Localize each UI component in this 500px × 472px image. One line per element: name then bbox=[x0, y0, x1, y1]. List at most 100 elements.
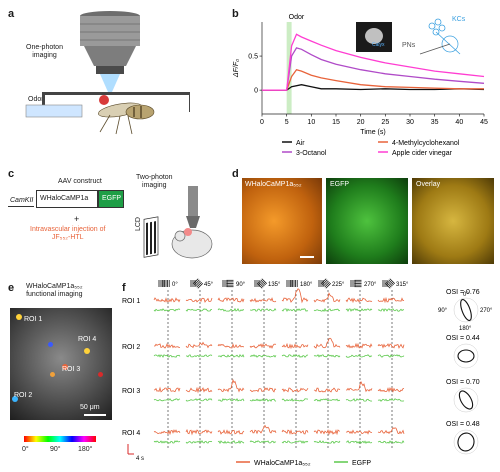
direction-gray-block bbox=[318, 280, 324, 287]
egfp-trace bbox=[377, 354, 405, 358]
egfp-trace bbox=[249, 398, 277, 402]
panel-e-roi-marker-extra-orange bbox=[50, 372, 55, 377]
direction-grating-icon bbox=[192, 278, 204, 289]
polar-label-bottom: 180° bbox=[459, 326, 472, 332]
egfp-trace bbox=[281, 308, 309, 313]
y-tick-label: 0 bbox=[254, 88, 258, 95]
halo-trace bbox=[153, 297, 181, 303]
legend-egfp-label: EGFP bbox=[352, 460, 371, 467]
egfp-trace bbox=[217, 397, 245, 402]
halo-trace bbox=[313, 387, 341, 393]
direction-label: 135° bbox=[268, 282, 281, 288]
halo-trace bbox=[153, 429, 181, 436]
halo-trace bbox=[346, 380, 373, 393]
x-tick-label: 15 bbox=[332, 119, 340, 126]
panel-e-roi-label-3: ROI 3 bbox=[62, 366, 81, 373]
grating-line bbox=[194, 279, 200, 286]
panel-e-angle-180: 180° bbox=[78, 446, 93, 453]
polar-label-top: 0° bbox=[463, 292, 469, 298]
polar-label-right: 270° bbox=[480, 308, 493, 314]
panel-e-roi-marker-1 bbox=[16, 314, 22, 320]
egfp-trace bbox=[345, 398, 373, 402]
grating-line bbox=[386, 281, 392, 288]
panel-c-plus: + bbox=[74, 214, 80, 224]
odor-window-label: Odor bbox=[289, 14, 305, 21]
panel-c-mouse-illustration bbox=[143, 186, 213, 259]
egfp-trace bbox=[377, 308, 405, 313]
legend-label-2: 3-Octanol bbox=[296, 150, 327, 157]
polar-tuning-curve bbox=[460, 299, 472, 321]
egfp-trace bbox=[153, 398, 181, 402]
grating-line bbox=[192, 278, 199, 284]
panel-e-roi-marker-3 bbox=[62, 364, 68, 370]
grating-line bbox=[322, 279, 328, 286]
egfp-trace bbox=[345, 354, 373, 358]
panel-c-gene-label: WHaloCaMP1a bbox=[40, 195, 89, 202]
grating-line bbox=[197, 283, 204, 289]
direction-label: 225° bbox=[332, 282, 345, 288]
halo-trace bbox=[281, 342, 309, 350]
polar-label-left: 90° bbox=[438, 308, 448, 314]
halo-trace bbox=[185, 297, 213, 303]
direction-grating-icon bbox=[354, 279, 362, 288]
halo-trace bbox=[313, 429, 341, 436]
halo-trace bbox=[185, 386, 213, 394]
panel-b-calyx-inset: Calyx bbox=[356, 22, 392, 52]
grating-line bbox=[387, 280, 393, 287]
panel-e-roi-marker-extra-blue bbox=[48, 342, 53, 347]
halo-trace bbox=[249, 343, 277, 349]
halo-trace bbox=[249, 387, 277, 393]
direction-grating-icon bbox=[384, 278, 396, 289]
grating-line bbox=[261, 278, 268, 284]
grating-line bbox=[260, 279, 266, 286]
direction-label: 45° bbox=[204, 282, 214, 288]
osi-label: OSI = 0.76 bbox=[446, 289, 480, 296]
direction-gray-block bbox=[382, 280, 388, 287]
panel-b-inset-label: Calyx bbox=[372, 42, 385, 48]
direction-gray-block bbox=[158, 280, 164, 287]
grating-line bbox=[256, 283, 263, 289]
panel-label-b: b bbox=[232, 8, 239, 20]
panel-e-roi-label-1: ROI 1 bbox=[24, 316, 43, 323]
egfp-trace bbox=[153, 440, 181, 444]
egfp-trace bbox=[249, 440, 277, 444]
panel-d-title-egfp: EGFP bbox=[330, 181, 350, 188]
panel-e-fov-image bbox=[10, 308, 112, 420]
grating-line bbox=[325, 283, 332, 289]
panel-b-pns-label: PNs bbox=[402, 42, 416, 49]
panel-e-angle-90: 90° bbox=[50, 446, 61, 453]
egfp-trace bbox=[153, 308, 181, 312]
halo-trace bbox=[281, 387, 309, 393]
egfp-trace bbox=[185, 308, 212, 312]
panel-c-promoter: CamKII bbox=[10, 197, 34, 204]
halo-trace bbox=[153, 386, 181, 393]
panel-e-roi-marker-4 bbox=[84, 348, 90, 354]
panel-e-roi-label-2: ROI 2 bbox=[14, 392, 33, 399]
x-tick-label: 20 bbox=[357, 119, 365, 126]
osi-label: OSI = 0.44 bbox=[446, 335, 480, 342]
panel-c-gene-box: WHaloCaMP1a bbox=[36, 190, 98, 208]
direction-gray-block bbox=[350, 280, 356, 287]
direction-gray-block bbox=[286, 280, 292, 287]
panel-e-scale-bar bbox=[84, 414, 106, 416]
panel-e-title: WHaloCaMP1a₅₅₂ functional imaging bbox=[26, 283, 83, 299]
egfp-trace bbox=[217, 307, 245, 312]
y-tick-label: 0.5 bbox=[248, 54, 258, 61]
panel-d-image-overlay bbox=[412, 178, 494, 264]
grating-line bbox=[389, 278, 396, 284]
egfp-trace bbox=[249, 308, 277, 312]
panel-a-odor-label: Odor bbox=[28, 96, 44, 103]
direction-label: 0° bbox=[172, 282, 178, 288]
grating-line bbox=[388, 279, 394, 286]
direction-grating-icon bbox=[162, 280, 170, 287]
roi-label: ROI 3 bbox=[122, 388, 140, 395]
direction-label: 180° bbox=[300, 282, 313, 288]
panel-e-colorbar bbox=[24, 436, 96, 442]
panel-c-aav-label: AAV construct bbox=[58, 178, 102, 185]
x-tick-label: 10 bbox=[307, 119, 315, 126]
direction-grating-icon bbox=[256, 278, 268, 289]
panel-a-imaging-label: One-photon imaging bbox=[26, 44, 63, 60]
egfp-trace bbox=[281, 440, 309, 444]
panel-c-two-photon: Two-photon imaging bbox=[136, 174, 173, 190]
grating-line bbox=[259, 280, 265, 287]
